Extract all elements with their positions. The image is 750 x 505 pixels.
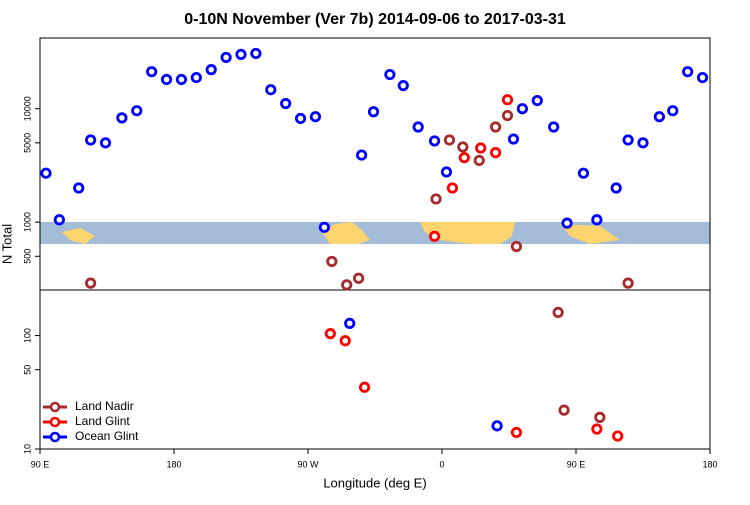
data-point	[190, 71, 202, 84]
data-point	[160, 73, 173, 86]
plot-frame	[39, 37, 711, 450]
legend-marker	[49, 431, 61, 443]
data-point	[516, 103, 529, 115]
legend-label: Ocean Glint	[75, 429, 139, 443]
data-point	[458, 152, 470, 164]
data-point	[682, 66, 694, 78]
data-point	[324, 328, 336, 340]
y-tick-label: 100	[22, 328, 32, 343]
y-tick-label: 10000	[22, 96, 32, 121]
data-point	[85, 134, 97, 146]
data-point	[594, 411, 606, 423]
data-point	[205, 64, 217, 76]
y-tick-label: 500	[22, 249, 32, 264]
data-point	[175, 73, 188, 86]
data-point	[653, 111, 665, 123]
data-point	[40, 167, 52, 179]
data-point	[446, 182, 459, 194]
data-point	[561, 217, 573, 229]
data-point	[384, 68, 396, 81]
data-point	[491, 420, 503, 432]
data-point	[510, 240, 523, 253]
data-point	[457, 141, 469, 153]
data-point	[489, 147, 502, 159]
legend-label: Land Nadir	[75, 399, 134, 413]
data-point	[220, 51, 232, 64]
data-point	[146, 66, 158, 78]
data-point	[412, 121, 424, 133]
y-axis-label: N Total	[0, 224, 14, 264]
x-tick-label: 90 W	[297, 459, 319, 469]
y-tick-label: 10	[22, 444, 32, 454]
data-point	[53, 214, 65, 226]
data-point	[610, 182, 622, 194]
data-point	[501, 109, 514, 122]
data-point	[430, 193, 442, 205]
data-point	[397, 79, 409, 92]
map-land	[420, 222, 515, 244]
data-point	[531, 94, 543, 107]
data-point	[552, 306, 564, 319]
data-point	[591, 423, 603, 435]
data-point	[358, 381, 371, 393]
data-point	[622, 134, 634, 146]
data-point	[622, 277, 634, 289]
data-point	[558, 404, 570, 416]
data-point	[428, 135, 441, 147]
data-point	[250, 47, 262, 60]
data-point	[280, 97, 292, 110]
data-point	[577, 167, 590, 179]
data-point	[507, 133, 520, 145]
data-point	[501, 94, 514, 106]
data-point	[265, 84, 277, 96]
data-point	[116, 112, 128, 124]
x-tick-label: 180	[166, 459, 181, 469]
y-tick-label: 5000	[22, 133, 32, 153]
data-point	[443, 134, 456, 146]
data-point	[99, 137, 112, 149]
map-land	[560, 224, 620, 244]
x-axis-label: Longitude (deg E)	[323, 475, 426, 490]
data-point	[131, 105, 143, 117]
data-point	[235, 48, 247, 61]
data-point	[473, 154, 485, 167]
data-point	[353, 272, 365, 284]
data-point	[475, 142, 487, 154]
data-point	[591, 214, 603, 226]
data-point	[339, 335, 351, 347]
data-point	[85, 277, 97, 289]
legend-marker	[49, 416, 61, 428]
y-tick-label: 1000	[22, 212, 32, 232]
data-point	[318, 221, 330, 233]
data-point	[294, 112, 307, 125]
data-point	[341, 279, 353, 291]
data-point	[367, 106, 380, 118]
legend-label: Land Glint	[75, 414, 130, 428]
legend-marker	[49, 401, 61, 413]
x-tick-label: 0	[439, 459, 444, 469]
data-point	[428, 230, 441, 242]
x-tick-label: 90 E	[567, 459, 586, 469]
data-point	[667, 105, 679, 117]
data-point	[510, 426, 523, 439]
map-land	[322, 222, 370, 244]
y-tick-label: 50	[22, 365, 32, 375]
data-point	[696, 71, 709, 84]
data-point	[326, 255, 338, 268]
data-point	[355, 149, 368, 161]
data-point	[73, 182, 85, 194]
map-land	[62, 228, 95, 244]
data-point	[548, 121, 560, 133]
data-point	[612, 430, 624, 442]
data-point	[440, 166, 453, 178]
data-point	[489, 121, 502, 133]
x-tick-label: 180	[702, 459, 717, 469]
data-point	[637, 137, 649, 149]
data-point	[344, 317, 356, 330]
chart-title: 0-10N November (Ver 7b) 2014-09-06 to 20…	[184, 11, 566, 28]
x-tick-label: 90 E	[31, 459, 50, 469]
map-band	[40, 222, 710, 244]
data-point	[309, 111, 322, 123]
